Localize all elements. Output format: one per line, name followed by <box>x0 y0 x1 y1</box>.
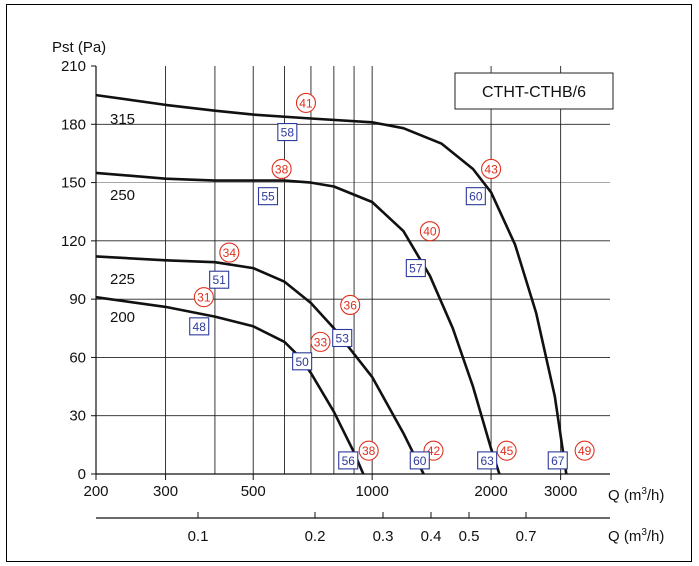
x-tick-label: 1000 <box>355 483 388 500</box>
sound-level-box-marker <box>465 187 486 206</box>
secondary-tick-label: 0.3 <box>373 528 394 545</box>
secondary-tick-label: 0.1 <box>188 528 209 545</box>
sound-level-box-label: 67 <box>551 454 565 468</box>
series-label-315: 315 <box>110 111 135 128</box>
sound-level-circle-marker <box>193 287 214 308</box>
curves <box>95 93 568 475</box>
y-tick-label: 180 <box>61 116 86 133</box>
sound-level-box-label: 48 <box>193 320 207 334</box>
sound-level-circle-marker <box>340 294 361 316</box>
y-tick-label: 120 <box>61 233 86 250</box>
sound-level-box-label: 55 <box>261 190 275 204</box>
sound-level-circle-label: 31 <box>197 291 211 305</box>
sound-level-box-label: 60 <box>469 190 483 204</box>
sound-level-circle-label: 38 <box>362 444 376 458</box>
sound-level-box-label: 57 <box>409 262 423 276</box>
x-tick-label: 3000 <box>544 483 577 500</box>
x-tick-label: 200 <box>83 483 108 500</box>
sound-level-box-marker <box>189 317 210 336</box>
x-tick-label: 300 <box>153 483 178 500</box>
sound-level-circle-label: 36 <box>344 298 358 312</box>
sound-level-box-marker <box>547 451 568 470</box>
sound-level-circle-marker <box>574 440 595 461</box>
curve-200 <box>95 295 365 475</box>
sound-level-circle-marker <box>219 242 240 263</box>
grid <box>96 66 610 474</box>
sound-level-circle-marker <box>358 440 379 461</box>
sound-level-box-marker <box>338 451 359 470</box>
sound-level-circle-label: 40 <box>423 225 437 239</box>
x-axis-label: Q (m3/h) <box>608 486 664 504</box>
sound-level-circle-marker <box>310 331 331 352</box>
y-tick-label: 150 <box>61 175 86 192</box>
y-axis-label: Pst (Pa) <box>52 39 106 56</box>
series-label-200: 200 <box>110 309 135 326</box>
x-tick-label: 2000 <box>474 483 507 500</box>
curve-225 <box>95 255 425 475</box>
x-axis-label-secondary: Q (m3/h) <box>608 527 664 545</box>
sound-level-circle-label: 49 <box>578 444 592 458</box>
sound-level-box-label: 58 <box>281 126 295 140</box>
sound-level-circle-label: 45 <box>500 444 514 458</box>
sound-level-box-marker <box>209 270 230 289</box>
sound-level-circle-marker <box>271 158 292 180</box>
sound-level-circle-label: 42 <box>427 444 441 458</box>
sound-level-box-label: 50 <box>295 355 309 369</box>
secondary-tick-label: 0.7 <box>516 528 537 545</box>
secondary-tick-label: 0.4 <box>421 528 442 545</box>
secondary-tick-label: 0.5 <box>459 528 480 545</box>
labels: 200 225 250 315 <box>110 111 135 326</box>
sound-level-circle-marker <box>481 158 502 180</box>
sound-level-circle-label: 41 <box>299 96 313 110</box>
chart-title: CTHT-CTHB/6 <box>482 84 586 101</box>
series-label-225: 225 <box>110 271 135 288</box>
sound-level-box-label: 56 <box>342 454 356 468</box>
curve-250 <box>95 171 501 475</box>
y-tick-label: 90 <box>69 291 86 308</box>
sound-level-circle-label: 34 <box>223 246 237 260</box>
sound-level-circle-label: 33 <box>314 335 328 349</box>
sound-level-circle-marker <box>419 221 440 242</box>
y-tick-label: 30 <box>69 408 86 425</box>
series-label-250: 250 <box>110 187 135 204</box>
sound-level-box-marker <box>257 187 279 206</box>
sound-level-box-label: 60 <box>413 454 427 468</box>
sound-level-circle-marker <box>295 92 317 113</box>
markers: 41 38 34 31 43 40 36 33 38 42 45 49 58 55 51 48 60 57 53 50… <box>189 92 595 470</box>
title-box <box>454 72 614 110</box>
x-tick-label: 500 <box>241 483 266 500</box>
sound-level-box-marker <box>405 259 426 278</box>
sound-level-box-label: 53 <box>336 332 350 346</box>
y-tick-label: 60 <box>69 349 86 366</box>
y-tick-label: 210 <box>61 58 86 75</box>
sound-level-box-label: 63 <box>480 454 494 468</box>
sound-level-circle-label: 43 <box>484 162 498 176</box>
sound-level-circle-marker <box>496 440 517 461</box>
secondary-tick-label: 0.2 <box>305 528 326 545</box>
sound-level-box-marker <box>477 451 498 470</box>
sound-level-circle-label: 38 <box>275 162 289 176</box>
curve-315 <box>95 93 568 475</box>
sound-level-box-marker <box>409 451 430 470</box>
y-tick-label: 0 <box>78 466 86 483</box>
sound-level-box-label: 51 <box>212 273 226 287</box>
sound-level-box-marker <box>332 328 353 348</box>
axes: 0 30 60 90 120 150 180 210 200 300 500 1000 2000 3000… <box>61 58 610 545</box>
sound-level-box-marker <box>292 352 313 371</box>
sound-level-box-marker <box>277 123 298 142</box>
